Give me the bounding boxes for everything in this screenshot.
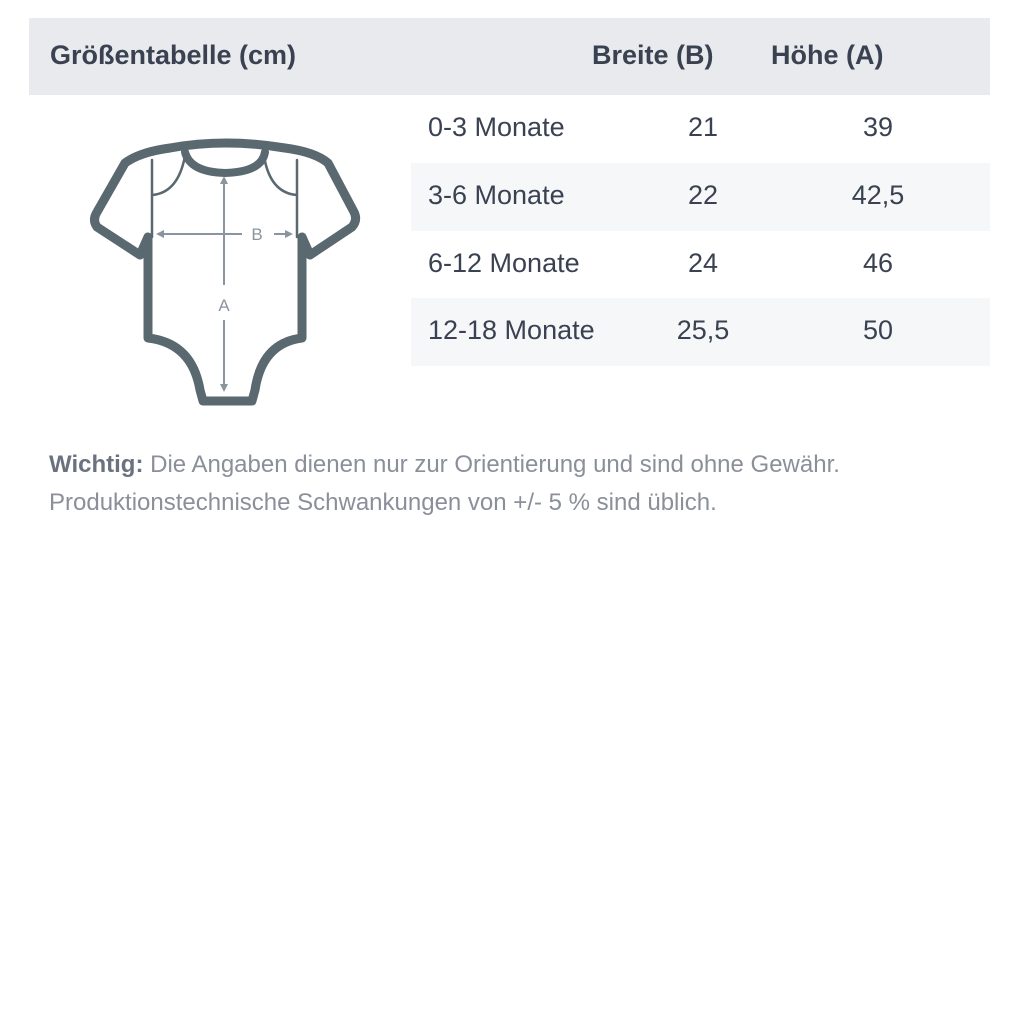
baby-bodysuit-icon: B A — [90, 138, 361, 406]
height-cell: 42,5 — [851, 180, 905, 210]
column-header-height: Höhe (A) — [771, 40, 884, 70]
note-line-1: Die Angaben dienen nur zur Orientierung … — [150, 451, 840, 478]
width-cell: 25,5 — [676, 315, 730, 345]
size-cell: 6-12 Monate — [428, 248, 580, 278]
disclaimer-note: Wichtig: Die Angaben dienen nur zur Orie… — [49, 446, 840, 522]
height-cell: 50 — [862, 315, 894, 345]
width-cell: 24 — [687, 248, 719, 278]
label-a: A — [218, 296, 230, 315]
size-cell: 3-6 Monate — [428, 180, 565, 210]
table-row: 12-18 Monate 25,5 50 — [411, 298, 990, 366]
table-row: 6-12 Monate 24 46 — [411, 231, 990, 299]
table-title: Größentabelle (cm) — [50, 40, 297, 70]
column-header-width: Breite (B) — [592, 40, 714, 70]
size-cell: 12-18 Monate — [428, 315, 595, 345]
table-header: Größentabelle (cm) Breite (B) Höhe (A) — [29, 18, 990, 95]
width-cell: 21 — [687, 112, 719, 142]
note-label: Wichtig: — [49, 451, 144, 478]
width-cell: 22 — [687, 180, 719, 210]
height-cell: 46 — [862, 248, 894, 278]
height-cell: 39 — [862, 112, 894, 142]
note-line-2: Produktionstechnische Schwankungen von +… — [49, 489, 717, 516]
label-b: B — [251, 225, 262, 244]
size-cell: 0-3 Monate — [428, 112, 565, 142]
table-row: 0-3 Monate 21 39 — [411, 95, 990, 163]
table-row: 3-6 Monate 22 42,5 — [411, 163, 990, 231]
